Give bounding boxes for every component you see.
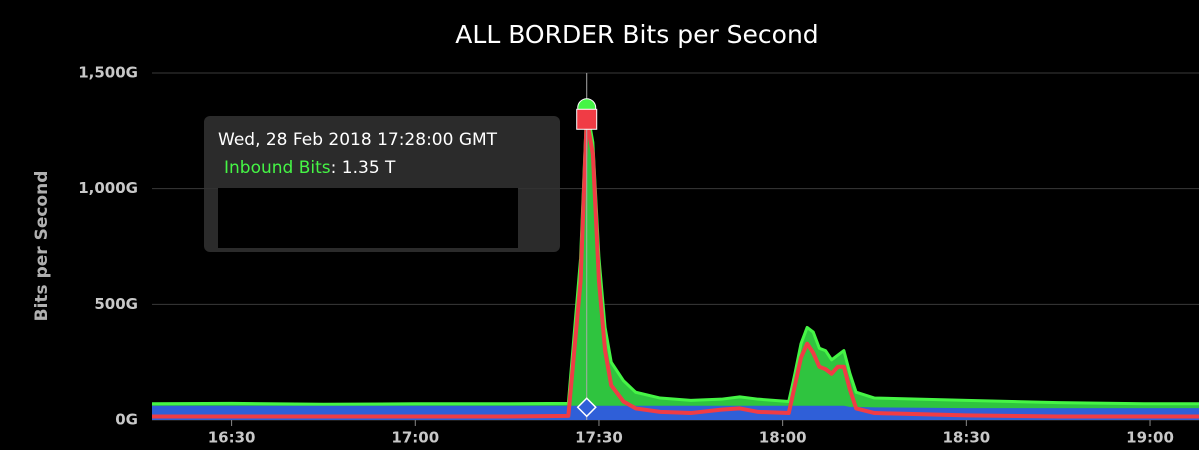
- tooltip-row: Inbound Bits 1.35 T: [218, 158, 546, 178]
- y-tick-label: 1,000G: [78, 179, 138, 197]
- x-tick-label: 18:00: [759, 429, 807, 447]
- hover-marker: [576, 108, 598, 130]
- y-tick-label: 500G: [94, 295, 138, 313]
- x-tick-label: 17:00: [391, 429, 439, 447]
- x-tick-label: 19:00: [1126, 429, 1174, 447]
- plot-area: 0G 500G 1,000G 1,500G 16:30 17:00 17:30 18:00 18…: [78, 64, 1199, 447]
- x-tick-label: 17:30: [575, 429, 623, 447]
- y-tick-label: 1,500G: [78, 64, 138, 82]
- tooltip-date: Wed, 28 Feb 2018 17:28:00 GMT: [218, 130, 498, 150]
- tooltip-value: 1.35 T: [331, 158, 396, 178]
- tooltip: Wed, 28 Feb 2018 17:28:00 GMT Inbound Bi…: [204, 116, 560, 252]
- tooltip-value-label: 1.35 T: [341, 158, 396, 178]
- line: [152, 117, 1199, 419]
- x-tick-label: 18:30: [942, 429, 990, 447]
- hover-marker: [576, 397, 597, 418]
- redacted-block: [218, 188, 518, 248]
- y-tick-label: 0G: [115, 411, 138, 429]
- x-tick-label: 16:30: [208, 429, 256, 447]
- tooltip-series: Inbound Bits: [224, 158, 331, 178]
- y-axis-label: Bits per Second: [32, 171, 52, 322]
- chart-title: ALL BORDER Bits per Second: [455, 20, 818, 49]
